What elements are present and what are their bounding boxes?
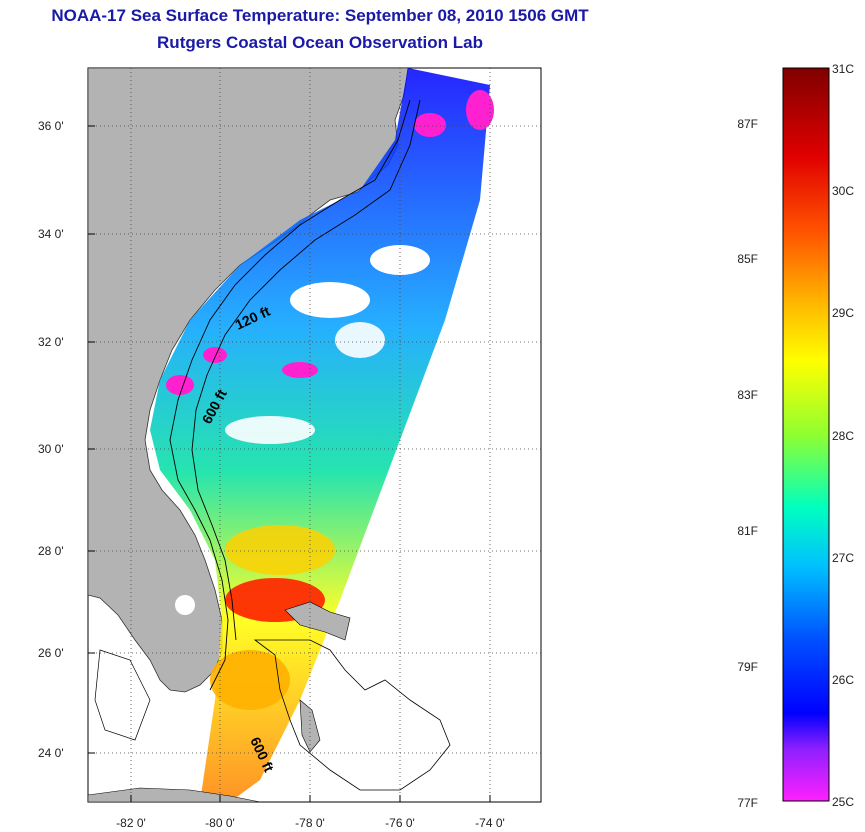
warm-patch: [210, 650, 290, 710]
lon-label-74: -74 0': [475, 816, 505, 830]
cloud-artifact: [466, 90, 494, 130]
cloud-artifact: [203, 347, 227, 363]
isobath-bahamas: [253, 639, 451, 791]
colorbar-c-25: 25C: [832, 795, 855, 809]
lat-label-28: 28 0': [38, 544, 64, 558]
lat-label-30: 30 0': [38, 442, 64, 456]
cloud-gap: [175, 595, 195, 615]
isobath-gulf: [94, 649, 151, 741]
cloud-gap: [290, 282, 370, 318]
cloud-artifact: [166, 375, 194, 395]
cloud-gap: [225, 416, 315, 444]
colorbar-f-81: 81F: [737, 524, 758, 538]
warm-patch: [225, 525, 335, 575]
colorbar-f-85: 85F: [737, 252, 758, 266]
lon-label-82: -82 0': [116, 816, 146, 830]
lon-label-78: -78 0': [295, 816, 325, 830]
colorbar-f-77: 77F: [737, 796, 758, 810]
lat-label-34: 34 0': [38, 227, 64, 241]
colorbar-f-79: 79F: [737, 660, 758, 674]
colorbar-f-87: 87F: [737, 117, 758, 131]
lat-label-24: 24 0': [38, 746, 64, 760]
map-title: NOAA-17 Sea Surface Temperature: Septemb…: [51, 6, 589, 25]
axis-ticks: [88, 125, 491, 802]
colorbar-c-31: 31C: [832, 62, 855, 76]
cloud-gap: [335, 322, 385, 358]
island: [284, 601, 351, 641]
lon-label-76: -76 0': [385, 816, 415, 830]
colorbar-c-29: 29C: [832, 306, 855, 320]
colorbar-c-27: 27C: [832, 551, 855, 565]
lat-label-32: 32 0': [38, 335, 64, 349]
isobath-600ft: [191, 99, 421, 641]
colorbar-c-30: 30C: [832, 184, 855, 198]
colorbar: [782, 67, 830, 802]
colorbar-f-83: 83F: [737, 388, 758, 402]
sst-map: 120 ft 600 ft 600 ft: [87, 67, 542, 803]
sst-map-svg: 120 ft 600 ft 600 ft: [87, 67, 542, 803]
isobath-120ft: [169, 99, 411, 691]
cloud-artifact: [414, 113, 446, 137]
lat-label-36: 36 0': [38, 119, 64, 133]
map-subtitle: Rutgers Coastal Ocean Observation Lab: [157, 33, 483, 52]
colorbar-c-28: 28C: [832, 429, 855, 443]
colorbar-c-26: 26C: [832, 673, 855, 687]
cloud-artifact: [282, 362, 318, 378]
lon-label-80: -80 0': [205, 816, 235, 830]
lat-label-26: 26 0': [38, 646, 64, 660]
